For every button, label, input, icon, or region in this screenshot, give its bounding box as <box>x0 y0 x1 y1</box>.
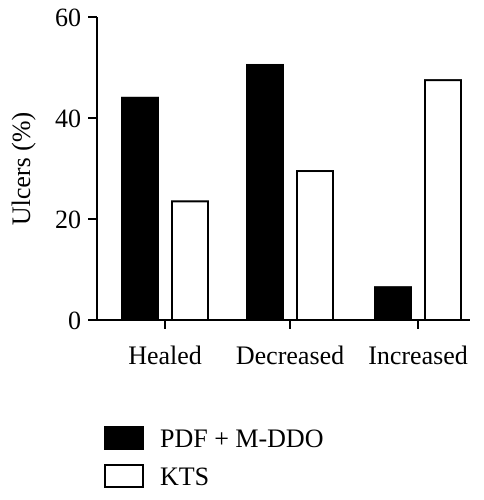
x-tick-label: Decreased <box>236 341 344 370</box>
bar-pdf-m-ddo-healed <box>121 96 159 321</box>
bar-kts-healed <box>171 200 209 321</box>
x-ticks: Healed Decreased Increased <box>128 320 468 370</box>
bar-pdf-m-ddo-increased <box>374 286 412 321</box>
y-tick-label: 0 <box>68 306 81 335</box>
x-tick-label: Healed <box>128 341 202 370</box>
bars <box>121 63 462 321</box>
bar-pdf-m-ddo-decreased <box>246 63 284 321</box>
legend-swatch <box>104 426 144 450</box>
bar-kts-increased <box>424 79 462 321</box>
y-ticks: 0 20 40 60 <box>55 3 97 335</box>
y-axis-title: Ulcers (%) <box>7 112 36 225</box>
y-tick-label: 40 <box>55 104 81 133</box>
y-tick-label: 20 <box>55 205 81 234</box>
legend-label: KTS <box>160 462 209 491</box>
bar-kts-decreased <box>296 170 334 321</box>
legend-label: PDF + M-DDO <box>160 424 323 453</box>
legend: PDF + M-DDO KTS <box>104 424 323 491</box>
legend-swatch <box>104 464 144 488</box>
x-tick-label: Increased <box>368 341 468 370</box>
plot-area: 0 20 40 60 Healed Decreased Increased <box>55 3 470 370</box>
y-tick-label: 60 <box>55 3 81 32</box>
